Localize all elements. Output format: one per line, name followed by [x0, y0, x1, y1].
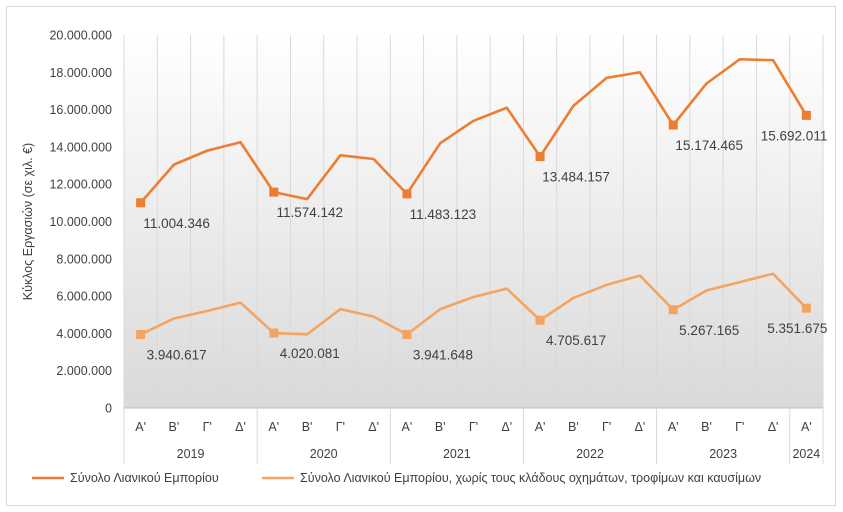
x-tick-label: Δ': [235, 420, 246, 434]
plot-area: [124, 35, 823, 408]
y-tick-label: 18.000.000: [49, 66, 112, 80]
x-tick-label: Β': [169, 420, 180, 434]
x-tick-label: Δ': [501, 420, 512, 434]
data-marker: [801, 303, 811, 313]
year-label: 2023: [709, 447, 737, 461]
data-label: 3.941.648: [413, 347, 473, 362]
x-tick-label: Δ': [368, 420, 379, 434]
y-tick-label: 0: [105, 402, 112, 416]
x-tick-label: Α': [135, 420, 146, 434]
x-tick-label: Β': [435, 420, 446, 434]
x-tick-label: Β': [701, 420, 712, 434]
y-tick-label: 6.000.000: [56, 290, 112, 304]
y-axis-title: Κύκλος Εργασιών (σε χιλ. €): [21, 143, 35, 300]
data-label: 5.351.675: [767, 321, 827, 336]
data-label: 11.483.123: [410, 207, 477, 222]
data-label: 4.020.081: [280, 346, 340, 361]
year-label: 2021: [443, 447, 471, 461]
x-tick-label: Β': [302, 420, 313, 434]
series-line: [139, 57, 808, 204]
y-tick-label: 20.000.000: [49, 29, 112, 43]
y-tick-label: 16.000.000: [49, 103, 112, 117]
year-label: 2019: [177, 447, 205, 461]
y-axis: 0 2.000.000 4.000.000 6.000.000 8.000.000 10.…: [49, 29, 112, 416]
data-marker: [136, 330, 146, 340]
legend: Σύνολο Λιανικού Εμπορίου Σύνολο Λιανικού …: [32, 471, 761, 485]
data-marker: [668, 120, 678, 130]
y-tick-label: 10.000.000: [49, 215, 112, 229]
series-1: 11.004.346 11.574.142 11.483.123 13.484.157…: [136, 57, 828, 231]
x-tick-label: Γ': [469, 420, 478, 434]
gridlines: [123, 35, 824, 408]
x-tick-label: Γ': [735, 420, 744, 434]
data-marker: [402, 189, 412, 199]
x-tick-label: Δ': [635, 420, 646, 434]
x-tick-label: Α': [668, 420, 679, 434]
year-label: 2024: [792, 447, 820, 461]
data-marker: [801, 110, 811, 120]
data-label: 11.004.346: [143, 216, 210, 231]
x-tick-label: Β': [568, 420, 579, 434]
series-line: [140, 272, 808, 336]
data-label: 15.692.011: [761, 128, 828, 143]
legend-label: Σύνολο Λιανικού Εμπορίου, χωρίς τους κλά…: [300, 471, 761, 485]
data-marker: [402, 329, 412, 339]
y-tick-label: 12.000.000: [49, 178, 112, 192]
x-tick-label: Γ': [602, 420, 611, 434]
x-axis: Α' Β' Γ' Δ' Α' Β' Γ' Δ' Α' Β' Γ' Δ' Α' Β' Γ' Δ' Α' Β' Γ' Δ'…: [123, 407, 824, 464]
x-tick-label: Γ': [203, 420, 212, 434]
y-tick-label: 2.000.000: [56, 364, 112, 378]
series-2: 3.940.617 4.020.081 3.941.648 4.705.617 5.26…: [136, 272, 827, 363]
legend-label: Σύνολο Λιανικού Εμπορίου: [70, 471, 219, 485]
data-label: 15.174.465: [675, 138, 743, 153]
data-label: 4.705.617: [546, 333, 606, 348]
y-tick-label: 4.000.000: [56, 327, 112, 341]
x-tick-label: Δ': [768, 420, 779, 434]
x-tick-label: Α': [402, 420, 413, 434]
data-marker: [269, 328, 279, 338]
year-label: 2020: [310, 447, 338, 461]
data-label: 3.940.617: [147, 348, 207, 363]
x-tick-label: Α': [268, 420, 279, 434]
x-tick-label: Α': [801, 420, 812, 434]
x-tick-label: Γ': [336, 420, 345, 434]
data-marker: [535, 152, 545, 162]
year-label: 2022: [576, 447, 604, 461]
data-label: 5.267.165: [679, 323, 739, 338]
data-label: 11.574.142: [276, 205, 343, 220]
data-marker: [668, 305, 678, 315]
x-tick-label: Α': [535, 420, 546, 434]
series-layer: 11.004.346 11.574.142 11.483.123 13.484.157…: [136, 57, 828, 363]
y-tick-label: 8.000.000: [56, 252, 112, 266]
y-tick-label: 14.000.000: [49, 140, 112, 154]
data-label: 13.484.157: [542, 170, 610, 185]
data-marker: [136, 198, 146, 208]
data-marker: [535, 315, 545, 325]
data-marker: [269, 187, 279, 197]
